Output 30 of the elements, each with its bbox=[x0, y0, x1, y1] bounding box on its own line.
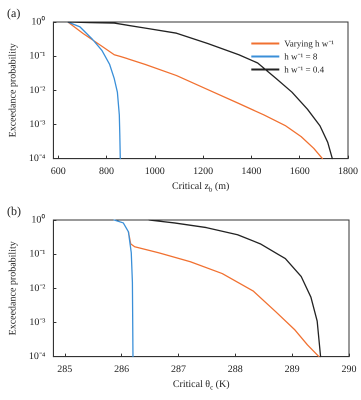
x-tick-label: 600 bbox=[50, 166, 66, 178]
legend-label: Varying h w⁻¹ bbox=[284, 38, 334, 48]
x-tick-label: 1200 bbox=[193, 166, 214, 178]
x-tick-label: 285 bbox=[57, 364, 72, 376]
y-tick-label: 10⁻³ bbox=[29, 316, 46, 328]
y-tick-label: 10⁻⁴ bbox=[28, 153, 46, 164]
y-tick-label: 10⁰ bbox=[31, 214, 46, 226]
y-tick-label: 10⁻¹ bbox=[29, 248, 46, 260]
y-axis-title: Exceedance probability bbox=[8, 43, 18, 138]
y-tick-label: 10⁰ bbox=[31, 16, 46, 28]
x-tick-label: 1400 bbox=[241, 166, 262, 178]
y-tick-label: 10⁻⁴ bbox=[28, 351, 46, 362]
x-tick-label: 1000 bbox=[144, 166, 165, 178]
legend-label: h w⁻¹ = 0.4 bbox=[284, 64, 325, 74]
x-tick-label: 286 bbox=[114, 364, 130, 376]
y-tick-label: 10⁻² bbox=[29, 84, 46, 96]
chart-title: (a) bbox=[7, 6, 20, 20]
x-tick-label: 289 bbox=[284, 364, 300, 376]
x-tick-label: 288 bbox=[228, 364, 243, 376]
x-tick-label: 287 bbox=[170, 364, 186, 376]
y-tick-label: 10⁻² bbox=[29, 282, 46, 294]
y-tick-label: 10⁻³ bbox=[29, 118, 46, 130]
x-tick-label: 1600 bbox=[290, 166, 310, 178]
legend-label: h w⁻¹ = 8 bbox=[284, 52, 318, 62]
x-tick-label: 1800 bbox=[338, 166, 358, 178]
chart-title: (b) bbox=[7, 204, 21, 218]
x-tick-label: 290 bbox=[342, 364, 356, 376]
y-axis-title: Exceedance probability bbox=[8, 241, 18, 336]
y-tick-label: 10⁻¹ bbox=[29, 50, 46, 62]
x-tick-label: 800 bbox=[99, 166, 114, 178]
